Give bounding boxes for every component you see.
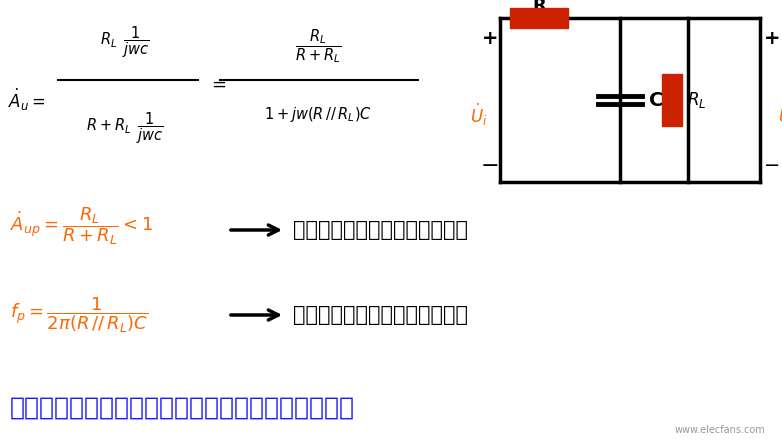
Text: $R + R_L\/\/\,\dfrac{1}{jwc}$: $R + R_L\/\/\,\dfrac{1}{jwc}$ — [86, 110, 163, 146]
Text: www.elecfans.com: www.elecfans.com — [675, 425, 766, 435]
Bar — [662, 74, 682, 126]
Text: $\dot{A}_{up} = \dfrac{R_L}{R + R_L} < 1$: $\dot{A}_{up} = \dfrac{R_L}{R + R_L} < 1… — [10, 205, 152, 247]
Bar — [510, 8, 568, 28]
Text: −: − — [481, 156, 500, 176]
Text: $\dfrac{R_L}{R + R_L}$: $\dfrac{R_L}{R + R_L}$ — [295, 27, 341, 65]
Text: C: C — [649, 90, 663, 109]
Text: $\dot{U}_o$: $\dot{U}_o$ — [778, 102, 782, 128]
Text: R: R — [532, 0, 546, 15]
Text: $R_L$: $R_L$ — [687, 90, 706, 110]
Text: $f_p = \dfrac{1}{2\pi(R\,//\,R_L)C}$: $f_p = \dfrac{1}{2\pi(R\,//\,R_L)C}$ — [10, 295, 149, 335]
Text: $1 + jw(R\,//\,R_L)C$: $1 + jw(R\,//\,R_L)C$ — [264, 105, 372, 124]
Text: +: + — [764, 29, 780, 48]
Text: $\dot{A}_u =$: $\dot{A}_u =$ — [8, 87, 45, 113]
Text: 无源滤波电路通带放大倍数及截止频率随负载变化！: 无源滤波电路通带放大倍数及截止频率随负载变化！ — [10, 396, 355, 420]
Text: −: − — [764, 157, 780, 176]
Text: +: + — [482, 29, 498, 48]
Text: 带负载后，通带放大倍数降低！: 带负载后，通带放大倍数降低！ — [293, 220, 468, 240]
Text: $\dot{U}_i$: $\dot{U}_i$ — [471, 102, 488, 128]
Text: $R_L\/\/\,\dfrac{1}{jwc}$: $R_L\/\/\,\dfrac{1}{jwc}$ — [100, 24, 149, 60]
Text: 带负载后，通带截止频率升高！: 带负载后，通带截止频率升高！ — [293, 305, 468, 325]
Text: $=$: $=$ — [208, 75, 227, 93]
